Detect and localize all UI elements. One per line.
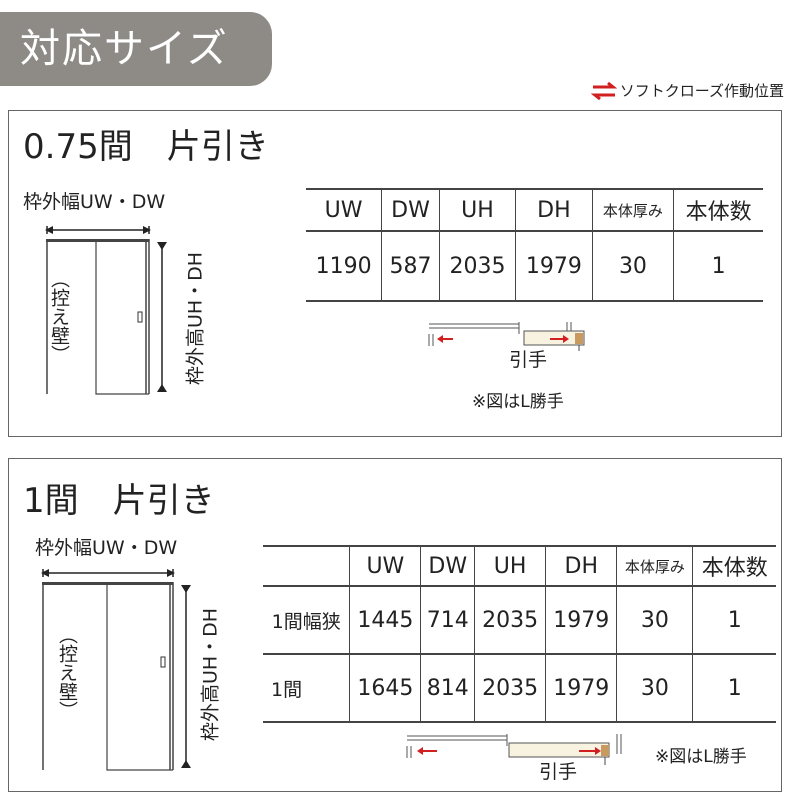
th: 本体厚み [616,546,693,586]
th: DH [545,546,617,586]
cell: 814 [420,654,475,722]
double-arrow-icon [590,81,617,100]
th: 本体数 [673,189,763,231]
plan-diagram [406,734,622,765]
cell: 1 [692,586,776,654]
table-row: 1190 587 2035 1979 30 1 [306,231,763,301]
th: 本体厚み [591,189,674,231]
width-label: 枠外幅UW・DW [35,537,178,559]
wall-label: （控え壁） [56,625,78,720]
th: DW [420,546,475,586]
cell: 1 [692,654,776,722]
section-title: 1間 片引き [23,481,215,521]
plan-diagram [428,322,585,351]
wall-label: （控え壁） [48,269,70,364]
cell: 30 [616,654,693,722]
cell: 1979 [545,586,617,654]
cell: 30 [591,231,674,301]
table-row: 1間幅狭 1445 714 2035 1979 30 1 [263,586,776,654]
cell: 1645 [349,654,421,722]
door-diagram [41,569,191,771]
door-diagram [45,226,167,395]
handle-label: 引手 [509,349,548,371]
cell: 1 [673,231,763,301]
note: ※図はL勝手 [655,747,747,767]
legend: ソフトクローズ作動位置 [590,80,784,101]
width-label: 枠外幅UW・DW [23,191,166,213]
cell: 2035 [474,586,546,654]
cell: 714 [420,586,475,654]
height-label: 枠外高UH・DH [184,251,207,386]
cell: 1979 [545,654,617,722]
th: UH [438,189,516,231]
table-row: 1間 1645 814 2035 1979 30 1 [263,654,776,722]
cell: 1間幅狭 [271,610,341,633]
handle-label: 引手 [539,761,578,783]
section-title: 0.75間 片引き [23,127,269,167]
th: DH [515,189,593,231]
section-badge: 対応サイズ [0,12,272,86]
cell: 1間 [271,678,303,701]
height-label: 枠外高UH・DH [199,607,222,742]
note: ※図はL勝手 [472,392,564,412]
section-1ken: 1間 片引き 枠外幅UW・DW （控え壁） 枠外高UH・DH UW DW UH DH 本… [8,458,782,792]
th [263,546,350,586]
cell: 587 [381,231,440,301]
th: UH [474,546,546,586]
th: DW [381,189,440,231]
th: UW [349,546,421,586]
cell: 2035 [474,654,546,722]
th: UW [324,197,363,223]
section-075: 0.75間 片引き 枠外幅UW・DW （控え壁） 枠外高UH・DH UW DW UH… [8,110,782,437]
cell: 30 [616,586,693,654]
legend-text: ソフトクローズ作動位置 [619,82,784,100]
cell: 1445 [349,586,421,654]
spec-table: UW DW UH DH 本体厚み 本体数 1190 587 2035 1979 30 1 [306,188,763,302]
th: 本体数 [692,546,776,586]
cell: 2035 [438,231,516,301]
cell: 1190 [315,253,372,279]
cell: 1979 [515,231,593,301]
spec-table: UW DW UH DH 本体厚み 本体数 1間幅狭 1445 714 2035 1979 30 1 1… [263,545,776,723]
